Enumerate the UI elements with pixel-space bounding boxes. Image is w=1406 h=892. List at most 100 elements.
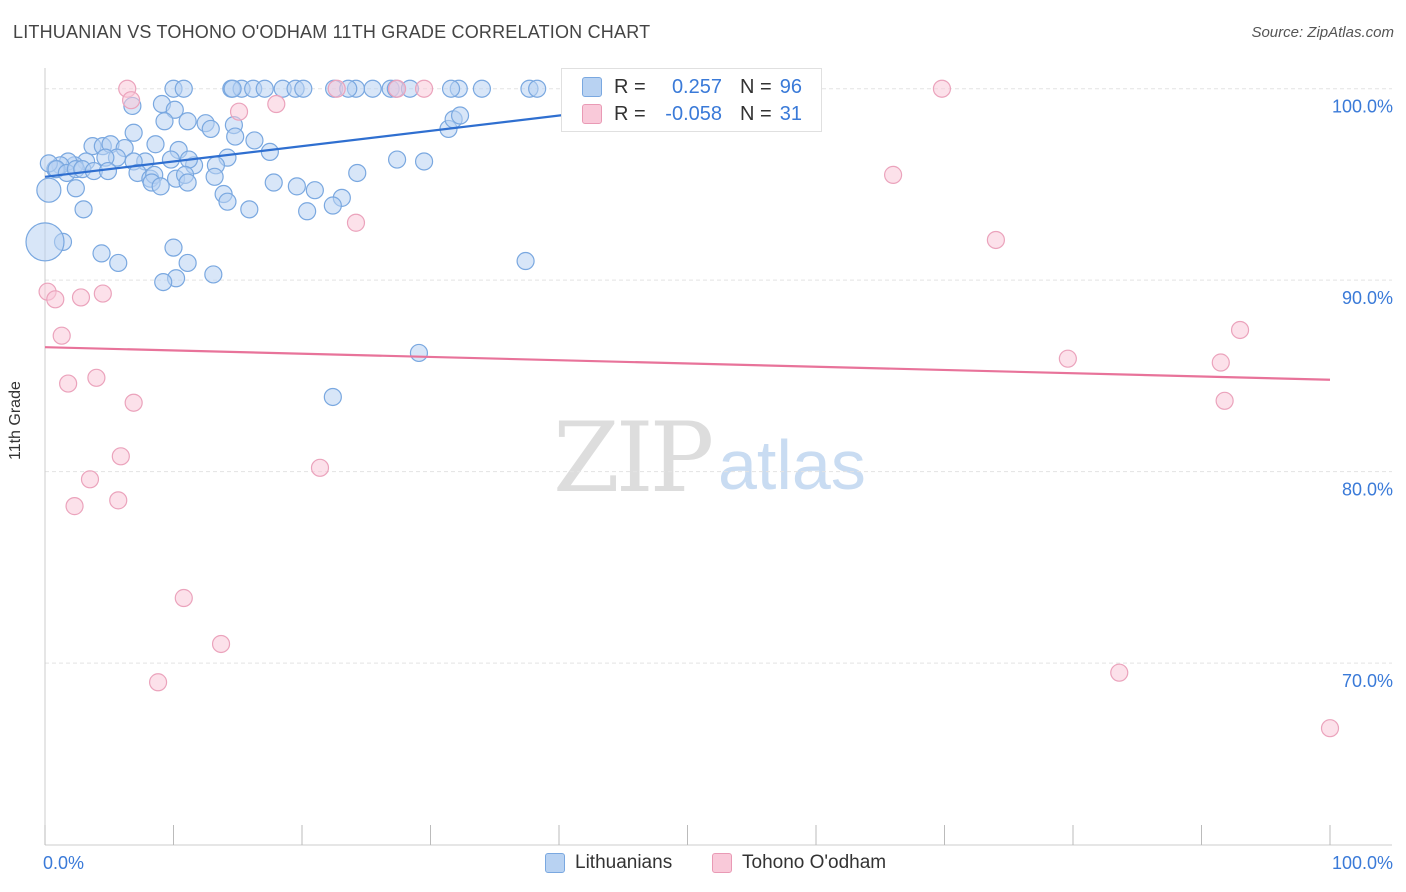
- lithuanian-point: [223, 79, 242, 98]
- legend-n-label: N =: [740, 102, 772, 125]
- lithuanian-point: [363, 79, 382, 98]
- legend-item-tohono[interactable]: Tohono O'odham: [712, 852, 886, 874]
- lithuanian-point: [178, 112, 197, 131]
- tohono-point: [932, 79, 952, 98]
- tohono-point: [986, 230, 1006, 250]
- tohono-point: [1110, 663, 1129, 682]
- y-tick-label: 80.0%: [1342, 480, 1393, 500]
- tohono-point: [52, 326, 71, 345]
- lithuanian-point: [109, 253, 128, 273]
- x-tick-label: 0.0%: [43, 853, 84, 873]
- tohono-point: [87, 368, 106, 387]
- lithuanian-point: [74, 200, 93, 219]
- lithuanian-point: [472, 79, 491, 98]
- y-axis-label: 11th Grade: [7, 381, 24, 460]
- tohono-point: [109, 491, 128, 510]
- lithuanian-point: [414, 152, 434, 171]
- lithuanian-point: [264, 173, 283, 192]
- tohono-point: [111, 447, 130, 466]
- source-label: Source: ZipAtlas.com: [1251, 24, 1394, 41]
- lithuanian-point: [36, 177, 62, 203]
- tohono-point: [93, 284, 112, 303]
- lithuanian-point: [155, 112, 174, 131]
- lithuanian-point: [66, 179, 85, 198]
- legend-r-value: -0.058: [665, 102, 722, 125]
- lithuanian-point: [178, 253, 197, 273]
- legend-r-value: 0.257: [671, 75, 722, 98]
- legend-item-lithuanians[interactable]: Lithuanians: [545, 852, 672, 874]
- legend-n-value: 31: [779, 102, 802, 125]
- lithuanian-point: [124, 123, 143, 142]
- tohono-point: [346, 213, 366, 232]
- y-tick-label: 90.0%: [1342, 288, 1393, 308]
- series-legend: Lithuanians Tohono O'odham: [0, 852, 1406, 876]
- tohono-point: [1211, 353, 1230, 372]
- tohono-point: [80, 470, 100, 489]
- legend-swatch-pink: [582, 104, 602, 124]
- tohono-point: [124, 393, 143, 412]
- lithuanian-trend-line: [44, 106, 624, 178]
- lithuanian-point: [323, 196, 342, 215]
- tohono-trend-line: [44, 346, 1331, 381]
- tohono-point: [883, 165, 903, 184]
- lithuanian-point: [245, 131, 264, 150]
- lithuanian-point: [298, 202, 317, 221]
- x-tick-label: 100.0%: [1332, 853, 1393, 873]
- tohono-point: [229, 102, 249, 121]
- tohono-point: [148, 673, 168, 692]
- tohono-point: [414, 79, 434, 98]
- legend-row-lithuanians: R = 0.257 N = 96: [582, 74, 802, 100]
- tohono-point: [1058, 349, 1077, 368]
- lithuanian-point: [255, 79, 274, 98]
- legend-r-label: R =: [614, 75, 646, 98]
- lithuanian-point: [205, 167, 224, 186]
- tohono-point: [387, 79, 407, 98]
- chart-title: LITHUANIAN VS TOHONO O'ODHAM 11TH GRADE …: [13, 22, 651, 42]
- tohono-point: [65, 497, 84, 516]
- lithuanian-point: [204, 265, 223, 284]
- tohono-point: [121, 91, 141, 110]
- lithuanian-point: [201, 119, 220, 139]
- lithuanian-point: [387, 150, 407, 169]
- lithuanian-point: [305, 181, 324, 200]
- lithuanian-point: [154, 272, 173, 292]
- lithuanian-point: [164, 238, 183, 257]
- legend-swatch-blue: [582, 77, 602, 97]
- tohono-point: [46, 290, 65, 309]
- lithuanian-point: [165, 100, 184, 119]
- lithuanian-point: [161, 150, 181, 169]
- lithuanian-point: [516, 251, 535, 271]
- legend-label-tohono: Tohono O'odham: [742, 852, 887, 873]
- lithuanian-point: [294, 79, 313, 98]
- legend-swatch-pink: [712, 853, 732, 873]
- watermark-atlas: atlas: [718, 426, 866, 504]
- watermark-zip: ZIP: [553, 402, 714, 514]
- tohono-point: [310, 458, 330, 477]
- lithuanian-point: [409, 343, 429, 363]
- lithuanian-point: [441, 79, 461, 98]
- y-tick-label: 70.0%: [1342, 671, 1393, 691]
- lithuanian-point: [323, 387, 342, 407]
- tohono-point: [1320, 719, 1340, 738]
- legend-row-tohono: R = -0.058 N = 31: [582, 101, 802, 127]
- lithuanian-point: [226, 127, 245, 146]
- lithuanian-point: [348, 163, 367, 183]
- lithuanian-point: [178, 173, 197, 192]
- legend-swatch-blue: [545, 853, 565, 873]
- tohono-point: [1230, 320, 1250, 340]
- lithuanian-point: [146, 135, 165, 154]
- legend-r-label: R =: [614, 102, 646, 125]
- lithuanian-point: [240, 200, 259, 219]
- lithuanian-point: [92, 244, 111, 263]
- legend-label-lithuanians: Lithuanians: [575, 852, 673, 873]
- legend-n-value: 96: [779, 75, 802, 98]
- correlation-legend: R = 0.257 N = 96 R = -0.058 N = 31: [561, 68, 822, 132]
- tohono-point: [211, 634, 231, 654]
- y-tick-label: 100.0%: [1332, 97, 1393, 117]
- lithuanian-point: [287, 177, 306, 196]
- lithuanian-point: [528, 79, 547, 98]
- legend-n-label: N =: [740, 75, 772, 98]
- tohono-point: [71, 288, 91, 307]
- lithuanian-point: [151, 177, 170, 196]
